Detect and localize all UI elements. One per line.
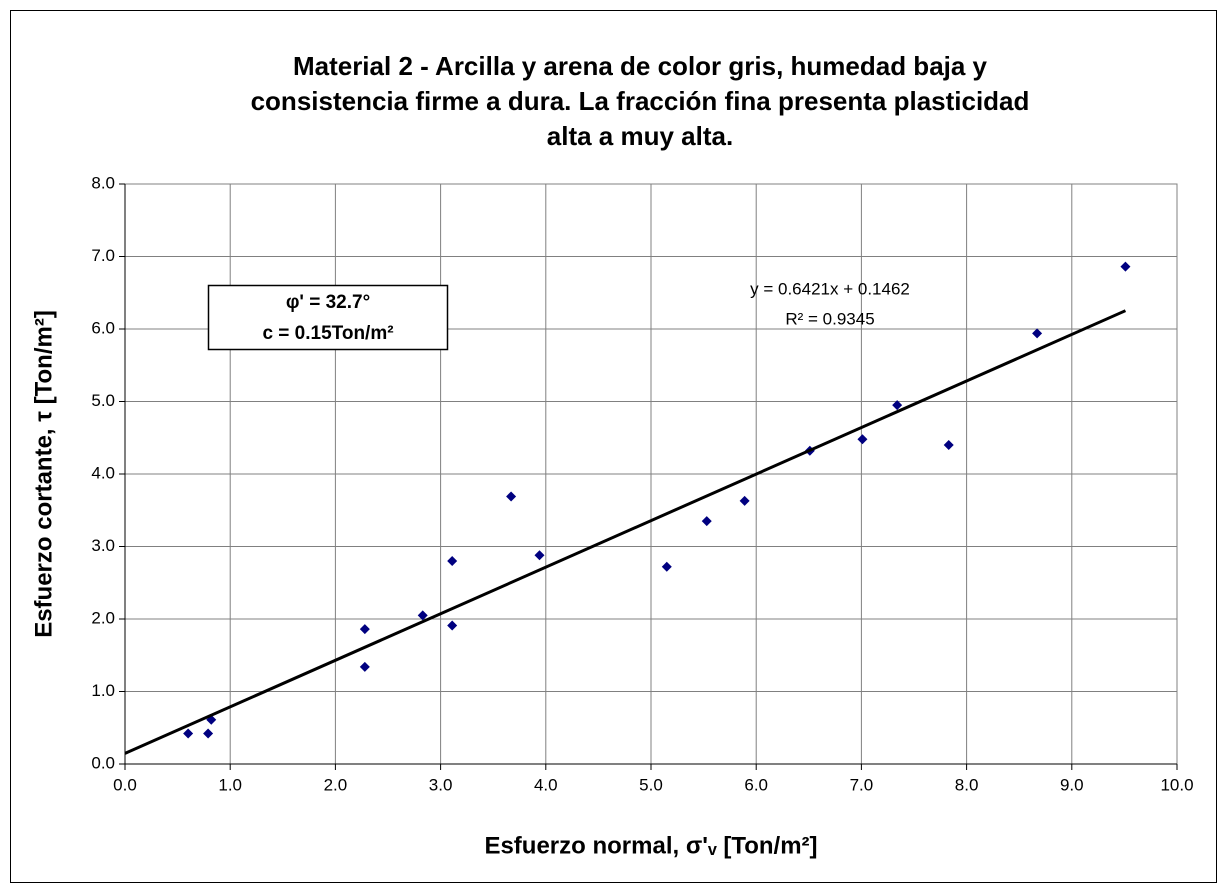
x-tick-label: 6.0	[744, 775, 768, 794]
point	[183, 728, 194, 739]
chart-title: alta a muy alta.	[547, 121, 733, 151]
annotation: c = 0.15Ton/m²	[262, 323, 393, 344]
point	[1032, 328, 1043, 339]
y-tick-label: 0.0	[91, 753, 115, 772]
point	[1120, 261, 1131, 272]
chart-title: consistencia firme a dura. La fracción f…	[251, 86, 1030, 116]
annotation: φ' = 32.7°	[286, 292, 370, 313]
y-axis-title: Esfuerzo cortante, τ [Ton/m²]	[30, 310, 57, 638]
point	[857, 434, 868, 445]
trendline-r2: R² = 0.9345	[785, 309, 874, 328]
point	[417, 610, 428, 621]
x-tick-label: 5.0	[639, 775, 663, 794]
point	[534, 550, 545, 561]
x-axis-title: Esfuerzo normal, σ'ᵥ [Ton/m²]	[484, 832, 817, 859]
x-tick-label: 7.0	[850, 775, 874, 794]
point	[661, 561, 672, 572]
y-tick-label: 8.0	[91, 173, 115, 192]
point	[701, 516, 712, 527]
trendline-equation: y = 0.6421x + 0.1462	[750, 279, 910, 298]
point	[506, 491, 517, 502]
point	[447, 556, 458, 566]
trendline	[124, 309, 1127, 755]
y-tick-label: 6.0	[91, 318, 115, 337]
x-tick-label: 0.0	[113, 775, 137, 794]
y-tick-label: 2.0	[91, 608, 115, 627]
x-tick-label: 8.0	[955, 775, 979, 794]
point	[892, 400, 903, 411]
x-tick-label: 9.0	[1060, 775, 1084, 794]
chart-title: Material 2 - Arcilla y arena de color gr…	[293, 51, 988, 81]
point	[739, 495, 750, 506]
y-tick-label: 3.0	[91, 536, 115, 555]
y-tick-label: 1.0	[91, 681, 115, 700]
point	[203, 728, 214, 739]
x-tick-label: 2.0	[324, 775, 348, 794]
point	[943, 440, 954, 450]
x-tick-label: 3.0	[429, 775, 453, 794]
point	[447, 620, 458, 631]
x-tick-label: 10.0	[1160, 775, 1193, 794]
x-tick-label: 4.0	[534, 775, 558, 794]
y-tick-label: 7.0	[91, 246, 115, 265]
point	[359, 661, 370, 672]
y-tick-label: 4.0	[91, 463, 115, 482]
point	[359, 624, 370, 635]
annotation-box	[207, 284, 449, 351]
x-tick-label: 1.0	[218, 775, 242, 794]
y-tick-label: 5.0	[91, 391, 115, 410]
